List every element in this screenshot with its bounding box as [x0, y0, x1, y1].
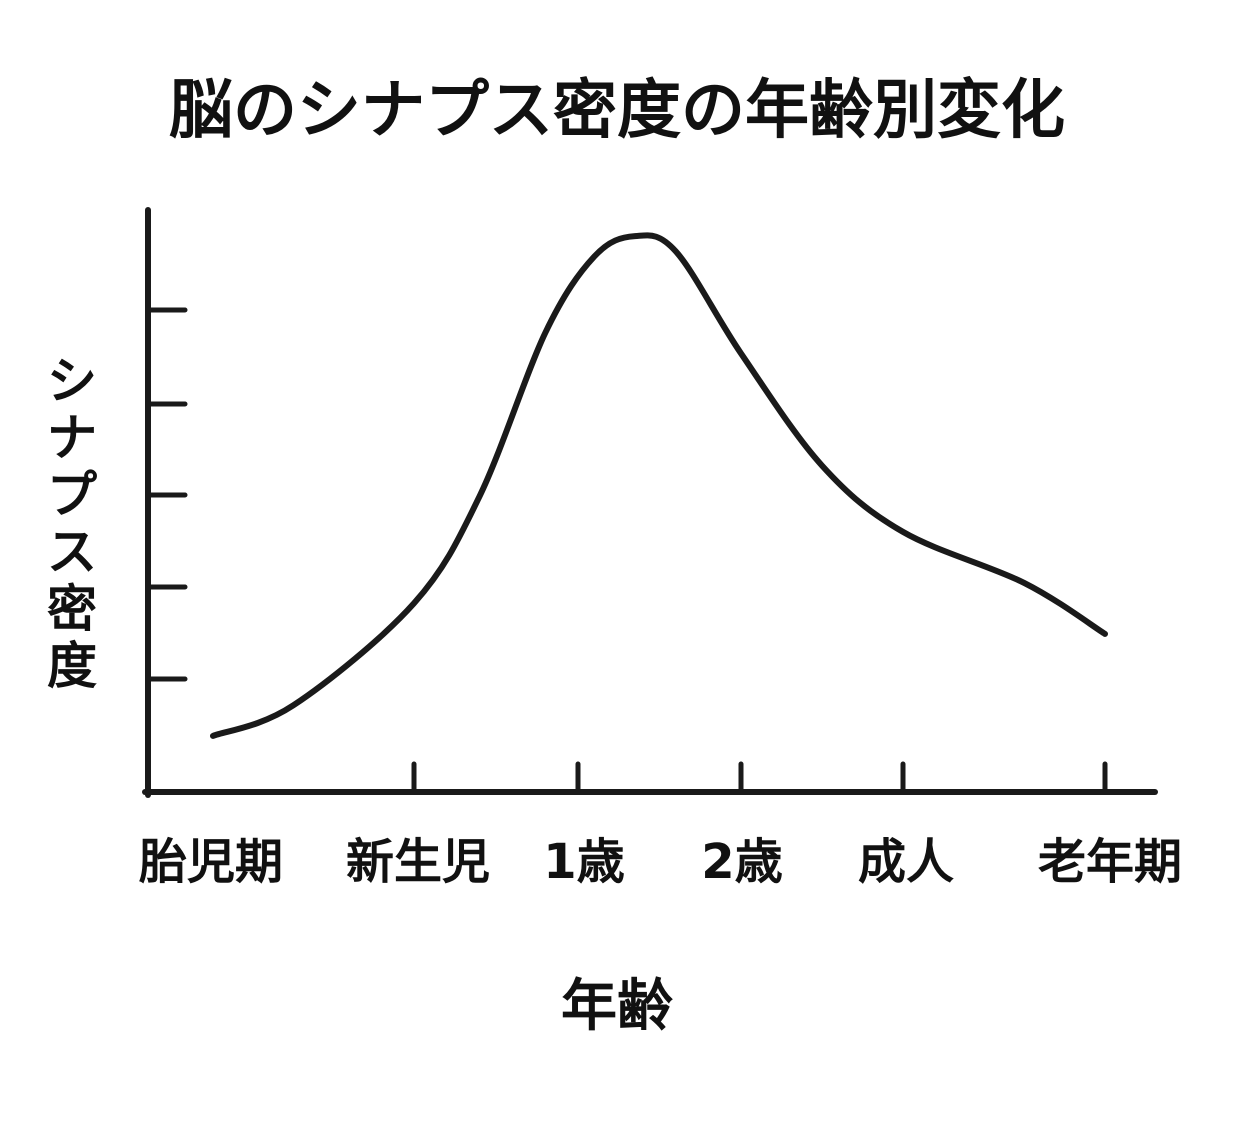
chart-title: 脳のシナプス密度の年齢別変化 — [169, 74, 1065, 148]
x-tick-label: 1歳 — [543, 834, 624, 890]
x-tick-label: 老年期 — [1038, 834, 1182, 890]
axes — [142, 207, 1158, 798]
x-axis-label: 年齢 — [561, 974, 673, 1039]
y-axis-label-char: プ — [47, 466, 97, 524]
y-axis-label-char: 度 — [47, 637, 97, 695]
x-tick-label: 成人 — [858, 834, 954, 890]
x-tick-label: 新生児 — [346, 834, 490, 890]
y-axis-label-char: ス — [47, 523, 97, 581]
axis-ticks — [145, 307, 1108, 795]
series — [210, 232, 1108, 739]
y-axis-label-char: シ — [47, 352, 97, 410]
series-line — [210, 232, 1108, 739]
y-axis-label-char: 密 — [47, 580, 97, 638]
y-axis-label: シナプス密度 — [47, 352, 97, 695]
x-tick-label: 胎児期 — [139, 834, 283, 890]
x-tick-label: 2歳 — [701, 834, 782, 890]
x-axis-tick-labels: 胎児期 新生児 1歳 2歳 成人 老年期 — [139, 834, 1182, 890]
y-axis-label-char: ナ — [47, 409, 97, 467]
